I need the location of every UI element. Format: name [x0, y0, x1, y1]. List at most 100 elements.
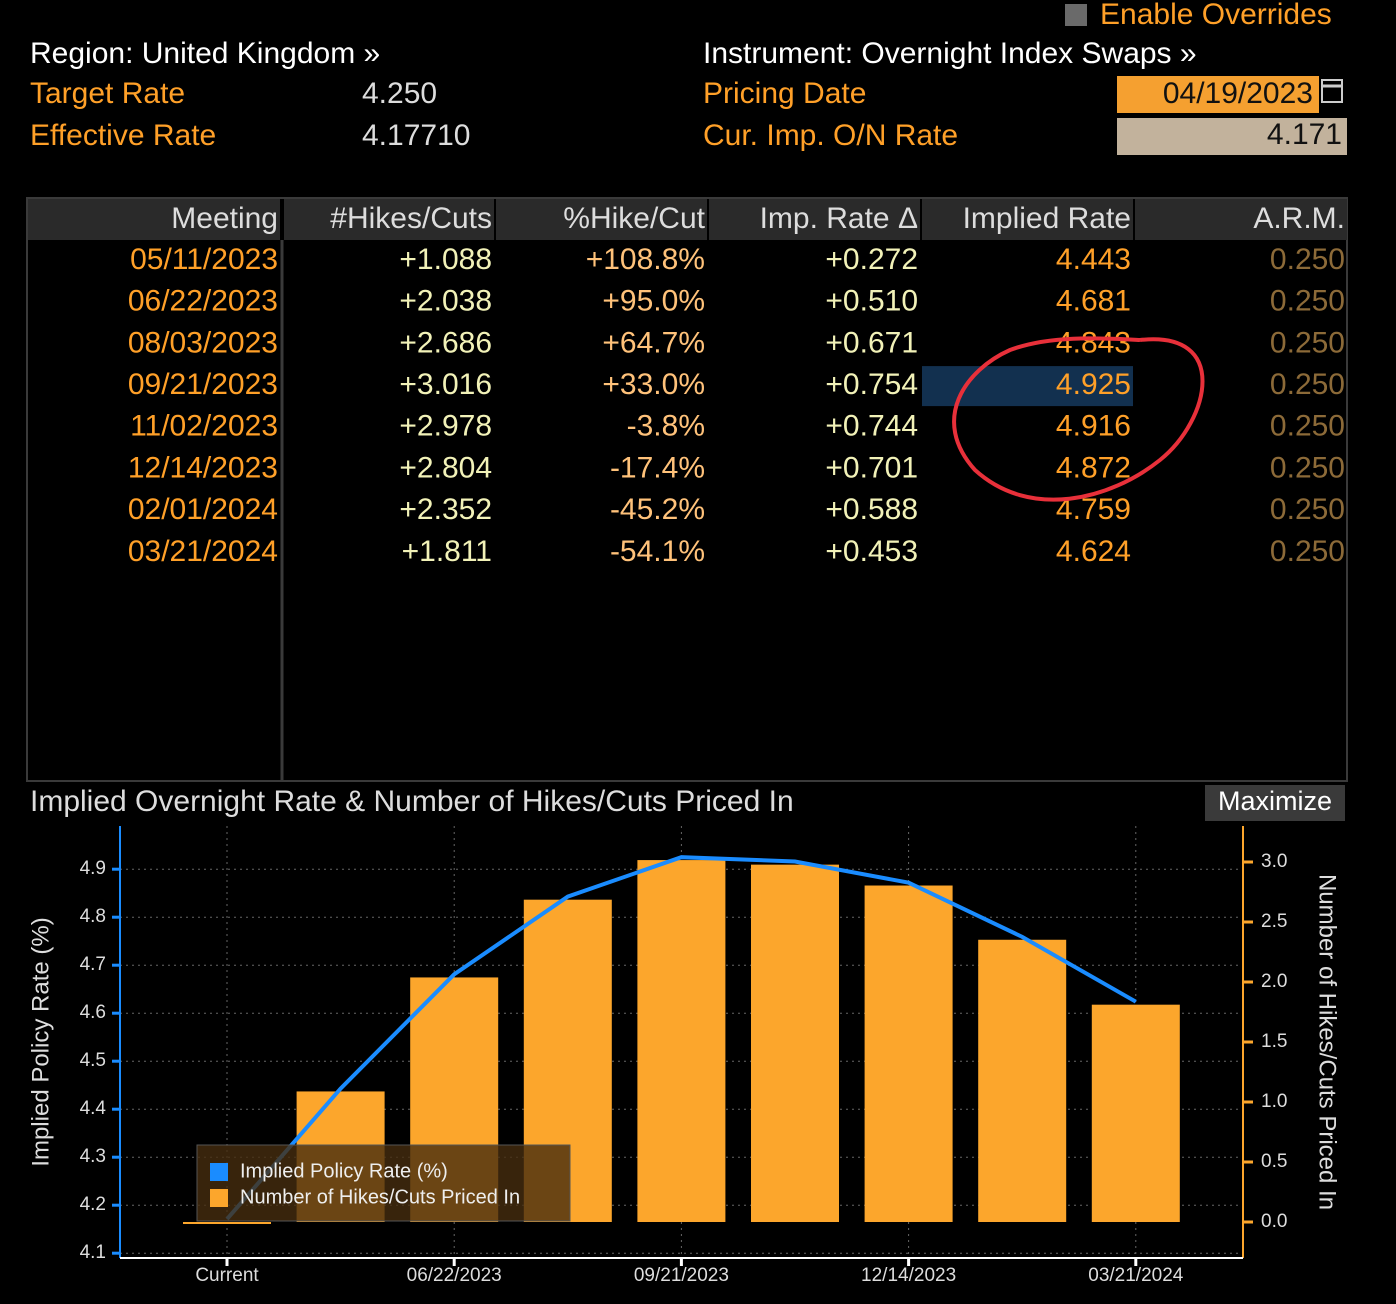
- table-cell: +2.978: [399, 410, 492, 443]
- y-tick-label: 4.3: [80, 1146, 106, 1167]
- maximize-label[interactable]: Maximize: [1218, 786, 1332, 816]
- table-cell: -45.2%: [610, 493, 705, 526]
- x-tick-label: Current: [195, 1265, 259, 1286]
- pricing-date-label: Pricing Date: [703, 77, 866, 110]
- legend-swatch: [210, 1163, 228, 1181]
- bar: [1091, 1004, 1180, 1222]
- table-cell: 11/02/2023: [130, 410, 278, 443]
- table-cell: 4.925: [1056, 368, 1131, 401]
- instrument[interactable]: Instrument: Overnight Index Swaps »: [703, 37, 1197, 70]
- column-header-bg: [284, 199, 494, 240]
- table-cell: +0.588: [825, 493, 918, 526]
- bar: [637, 860, 726, 1222]
- y-tick-label: 4.9: [80, 858, 106, 879]
- y-axis-label: Implied Policy Rate (%): [27, 917, 54, 1166]
- y-tick-label: 4.8: [80, 906, 106, 927]
- y-tick-label: 4.5: [80, 1050, 106, 1071]
- bar: [864, 885, 953, 1222]
- table-cell: +108.8%: [586, 243, 705, 276]
- column-header: Imp. Rate Δ: [760, 202, 918, 235]
- table-cell: -17.4%: [610, 451, 705, 484]
- y2-tick-label: 2.0: [1261, 971, 1287, 992]
- table-cell: 4.681: [1056, 285, 1131, 318]
- x-tick-label: 06/22/2023: [407, 1265, 502, 1286]
- table-cell: 09/21/2023: [128, 368, 278, 401]
- y2-tick-label: 0.5: [1261, 1151, 1287, 1172]
- table-cell: 0.250: [1270, 535, 1345, 568]
- column-header-bg: [922, 199, 1133, 240]
- table-cell: 0.250: [1270, 493, 1345, 526]
- bar: [751, 864, 839, 1222]
- calendar-icon[interactable]: [1321, 79, 1343, 103]
- table-cell: 0.250: [1270, 410, 1345, 443]
- y2-tick-label: 0.0: [1261, 1211, 1287, 1232]
- cur-rate-box: [1117, 118, 1347, 155]
- table-cell: +0.754: [825, 368, 918, 401]
- table-cell: 12/14/2023: [128, 451, 278, 484]
- table-cell: +95.0%: [602, 285, 705, 318]
- table-cell: 4.843: [1056, 326, 1131, 359]
- table-cell: +1.088: [399, 243, 492, 276]
- target-rate: 4.250: [362, 77, 437, 110]
- column-header: A.R.M.: [1253, 202, 1345, 235]
- table-cell: +2.038: [399, 285, 492, 318]
- table-cell: 08/03/2023: [128, 326, 278, 359]
- column-header: Meeting: [171, 202, 278, 235]
- enable-overrides[interactable]: Enable Overrides: [1100, 0, 1332, 31]
- chart-title: Implied Overnight Rate & Number of Hikes…: [30, 785, 794, 818]
- table-cell: 06/22/2023: [128, 285, 278, 318]
- column-header-bg: [28, 199, 280, 240]
- column-header-bg: [709, 199, 920, 240]
- region[interactable]: Region: United Kingdom »: [30, 37, 380, 70]
- table-cell: 4.872: [1056, 451, 1131, 484]
- column-header: #Hikes/Cuts: [330, 202, 492, 235]
- table-cell: 0.250: [1270, 285, 1345, 318]
- table-cell: +2.804: [399, 451, 492, 484]
- column-header: Implied Rate: [963, 202, 1131, 235]
- table-cell: 4.443: [1056, 243, 1131, 276]
- effective-rate: 4.17710: [362, 119, 470, 152]
- table-cell: 0.250: [1270, 326, 1345, 359]
- table-cell: +3.016: [399, 368, 492, 401]
- table-cell: 0.250: [1270, 368, 1345, 401]
- cur-rate: 4.171: [1267, 118, 1342, 151]
- y-tick-label: 4.1: [80, 1242, 106, 1263]
- table-cell: +0.744: [825, 410, 918, 443]
- y-tick-label: 4.6: [80, 1002, 106, 1023]
- pricing-date-box[interactable]: [1117, 76, 1319, 113]
- y2-tick-label: 1.5: [1261, 1031, 1287, 1052]
- x-tick-label: 12/14/2023: [861, 1265, 956, 1286]
- column-header-bg: [1135, 199, 1347, 240]
- override-checkbox[interactable]: [1065, 4, 1087, 26]
- legend-label: Number of Hikes/Cuts Priced In: [240, 1186, 520, 1208]
- cur-rate-label: Cur. Imp. O/N Rate: [703, 119, 958, 152]
- table-cell: +0.671: [825, 326, 918, 359]
- pricing-date[interactable]: 04/19/2023: [1163, 77, 1313, 110]
- table-cell: +0.510: [825, 285, 918, 318]
- table-cell: +0.272: [825, 243, 918, 276]
- legend-box: [196, 1144, 571, 1222]
- y-tick-label: 4.4: [80, 1098, 107, 1119]
- target-rate-label: Target Rate: [30, 77, 185, 110]
- table-cell: 02/01/2024: [128, 493, 278, 526]
- y2-tick-label: 3.0: [1261, 851, 1287, 872]
- x-tick-label: 09/21/2023: [634, 1265, 729, 1286]
- table-cell: +0.701: [825, 451, 918, 484]
- table-cell: 0.250: [1270, 451, 1345, 484]
- column-header: %Hike/Cut: [563, 202, 705, 235]
- bar: [978, 939, 1067, 1222]
- maximize-button[interactable]: [1205, 785, 1345, 821]
- legend-label: Implied Policy Rate (%): [240, 1160, 448, 1182]
- table-cell: 4.624: [1056, 535, 1131, 568]
- line: [225, 855, 1137, 1221]
- table-cell: -54.1%: [610, 535, 705, 568]
- bar: [183, 1222, 271, 1224]
- table-cell: +33.0%: [602, 368, 705, 401]
- table-cell: -3.8%: [627, 410, 705, 443]
- annotation-circle: [952, 336, 1205, 502]
- table-cell: +0.453: [825, 535, 918, 568]
- y2-tick-label: 2.5: [1261, 911, 1287, 932]
- y2-axis-label: Number of Hikes/Cuts Priced In: [1314, 874, 1341, 1210]
